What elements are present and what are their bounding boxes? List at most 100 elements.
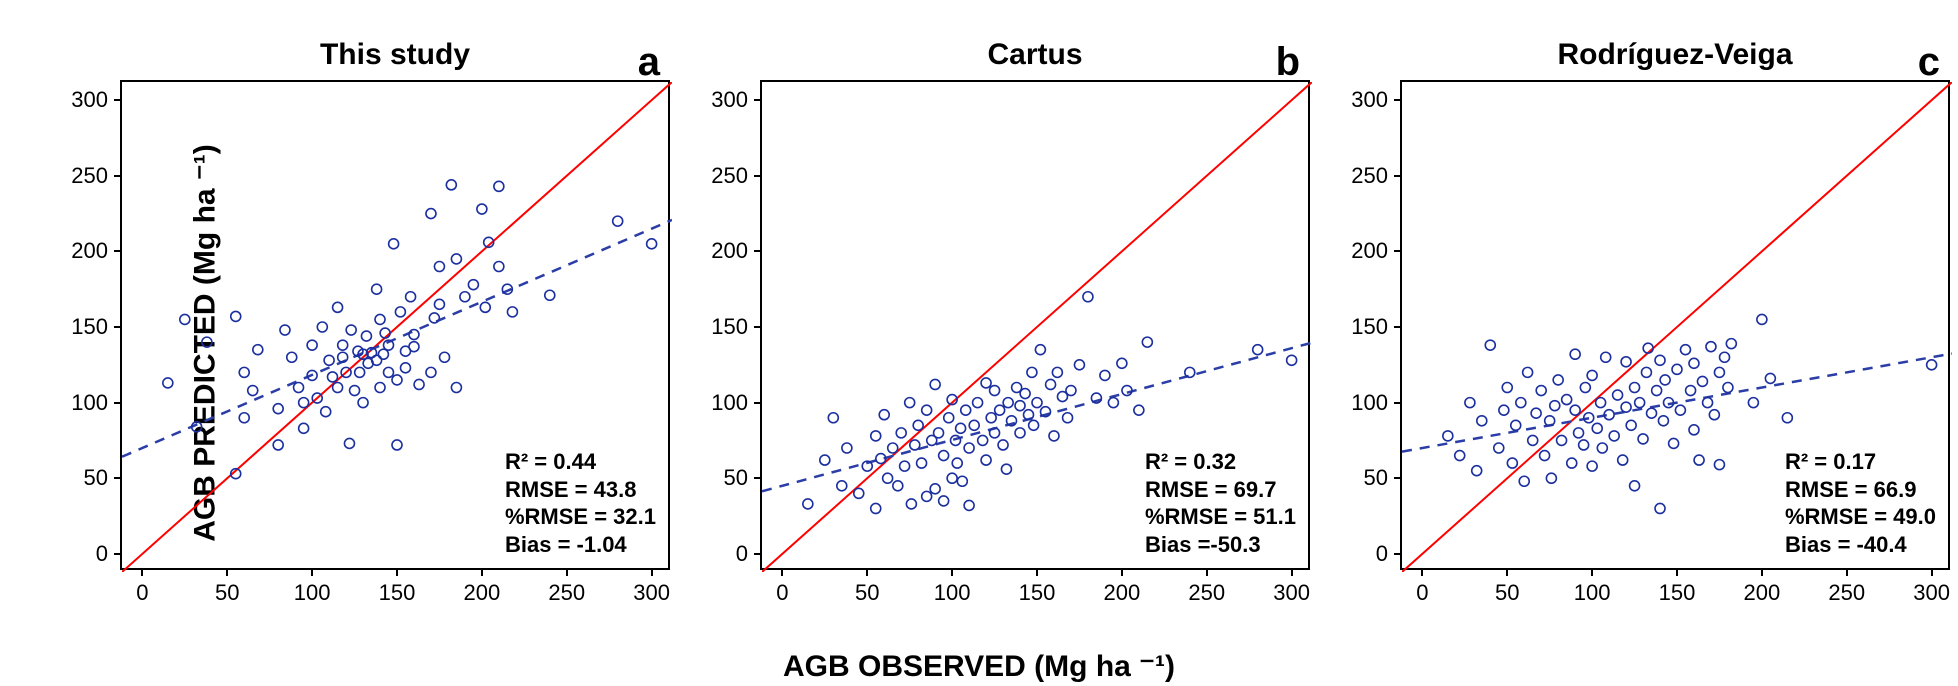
stats-bias_label: Bias =-50.3 xyxy=(1145,531,1296,559)
data-point xyxy=(426,367,436,377)
xtick-label: 100 xyxy=(934,580,971,606)
data-point xyxy=(1108,398,1118,408)
data-point xyxy=(956,423,966,433)
panel-letter: c xyxy=(1918,40,1940,85)
data-point xyxy=(344,438,354,448)
stats-r2_label: R² = 0.32 xyxy=(1145,448,1296,476)
xtick-label: 100 xyxy=(1574,580,1611,606)
data-point xyxy=(1052,367,1062,377)
data-point xyxy=(1032,398,1042,408)
xtick-label: 250 xyxy=(548,580,585,606)
ytick-label: 200 xyxy=(71,238,108,264)
panel-c: Rodríguez-Veigac050100150200250300050100… xyxy=(1400,40,1950,570)
data-point xyxy=(239,413,249,423)
data-point xyxy=(1714,367,1724,377)
data-point xyxy=(414,379,424,389)
data-point xyxy=(939,451,949,461)
stats-bias_label: Bias = -40.4 xyxy=(1785,531,1936,559)
data-point xyxy=(468,280,478,290)
ytick-mark xyxy=(1394,175,1402,177)
data-point xyxy=(1621,402,1631,412)
ytick-label: 50 xyxy=(84,465,108,491)
data-point xyxy=(957,476,967,486)
panel-title: This study xyxy=(120,38,670,72)
data-point xyxy=(1609,431,1619,441)
data-point xyxy=(1723,382,1733,392)
data-point xyxy=(299,398,309,408)
panel-title: Rodríguez-Veiga xyxy=(1400,38,1950,72)
data-point xyxy=(446,180,456,190)
data-point xyxy=(837,481,847,491)
data-point xyxy=(990,386,1000,396)
data-point xyxy=(395,307,405,317)
data-point xyxy=(1613,390,1623,400)
data-point xyxy=(406,292,416,302)
ytick-label: 150 xyxy=(71,314,108,340)
data-point xyxy=(1287,355,1297,365)
xtick-label: 250 xyxy=(1188,580,1225,606)
data-point xyxy=(1507,458,1517,468)
data-point xyxy=(180,314,190,324)
data-point xyxy=(1035,345,1045,355)
ytick-mark xyxy=(1394,99,1402,101)
data-point xyxy=(906,499,916,509)
data-point xyxy=(361,331,371,341)
data-point xyxy=(253,345,263,355)
data-point xyxy=(951,435,961,445)
ytick-label: 250 xyxy=(711,163,748,189)
data-point xyxy=(1519,476,1529,486)
data-point xyxy=(998,440,1008,450)
panel-b: Cartusb050100150200250300050100150200250… xyxy=(760,40,1310,570)
data-point xyxy=(1472,466,1482,476)
data-point xyxy=(1694,455,1704,465)
data-point xyxy=(842,443,852,453)
data-point xyxy=(355,367,365,377)
xtick-label: 200 xyxy=(1744,580,1781,606)
stats-rmse_label: RMSE = 66.9 xyxy=(1785,476,1936,504)
ytick-label: 100 xyxy=(71,390,108,416)
data-point xyxy=(944,413,954,423)
data-point xyxy=(952,458,962,468)
stats-box: R² = 0.17RMSE = 66.9%RMSE = 49.0Bias = -… xyxy=(1785,448,1936,558)
data-point xyxy=(1570,405,1580,415)
panel-a: This studya05010015020025030005010015020… xyxy=(120,40,670,570)
data-point xyxy=(426,209,436,219)
data-point xyxy=(1714,460,1724,470)
data-point xyxy=(1063,413,1073,423)
data-point xyxy=(939,496,949,506)
ytick-mark xyxy=(114,402,122,404)
data-point xyxy=(1455,451,1465,461)
data-point xyxy=(1134,405,1144,415)
data-point xyxy=(1703,398,1713,408)
data-point xyxy=(910,440,920,450)
data-point xyxy=(1185,367,1195,377)
data-point xyxy=(1601,352,1611,362)
data-point xyxy=(922,491,932,501)
data-point xyxy=(1494,443,1504,453)
agb-comparison-figure: AGB PREDICTED (Mg ha ⁻¹)AGB OBSERVED (Mg… xyxy=(0,0,1958,686)
ytick-mark xyxy=(114,250,122,252)
data-point xyxy=(1630,481,1640,491)
data-point xyxy=(1046,379,1056,389)
ytick-mark xyxy=(754,477,762,479)
ytick-mark xyxy=(114,326,122,328)
xtick-label: 300 xyxy=(633,580,670,606)
ytick-label: 300 xyxy=(71,87,108,113)
panel-letter: b xyxy=(1276,40,1300,85)
data-point xyxy=(883,473,893,483)
data-point xyxy=(854,488,864,498)
data-point xyxy=(1669,438,1679,448)
data-point xyxy=(1706,342,1716,352)
data-point xyxy=(930,379,940,389)
data-point xyxy=(434,262,444,272)
data-point xyxy=(1485,340,1495,350)
data-point xyxy=(1049,431,1059,441)
data-point xyxy=(1655,503,1665,513)
data-point xyxy=(1001,464,1011,474)
ytick-mark xyxy=(1394,553,1402,555)
stats-pct_rmse_label: %RMSE = 49.0 xyxy=(1785,503,1936,531)
data-point xyxy=(1641,367,1651,377)
data-point xyxy=(1621,357,1631,367)
data-point xyxy=(460,292,470,302)
data-point xyxy=(409,342,419,352)
